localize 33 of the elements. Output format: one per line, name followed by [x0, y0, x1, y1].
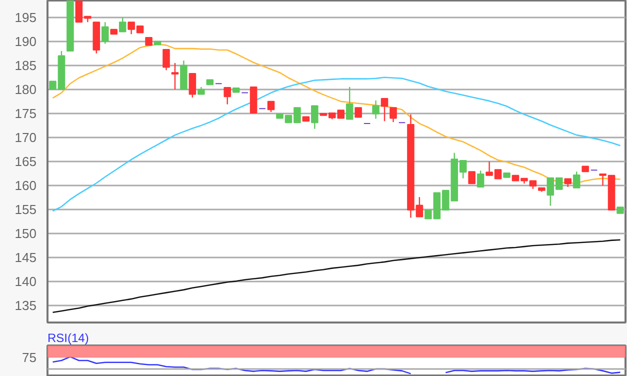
- y-tick-label: 150: [14, 226, 37, 242]
- candlestick: [476, 170, 484, 188]
- line-series: [52, 76, 621, 212]
- y-tick-label: 140: [14, 274, 37, 290]
- candlestick: [346, 86, 354, 120]
- candlestick: [311, 105, 318, 130]
- candlestick: [267, 100, 275, 113]
- y-tick-label: 155: [14, 202, 37, 218]
- candlestick: [390, 107, 397, 123]
- candlestick: [101, 22, 109, 44]
- candlestick: [468, 171, 476, 184]
- candlestick: [162, 48, 170, 71]
- y-tick-label: 175: [14, 106, 37, 121]
- candlestick: [224, 86, 232, 105]
- y-tick-label: 185: [14, 58, 37, 73]
- y-tick-label: 145: [14, 250, 37, 266]
- y-tick-label: 170: [14, 130, 37, 145]
- y-tick-label: 195: [14, 10, 37, 25]
- y-tick-label: 190: [14, 34, 37, 49]
- candlestick: [118, 16, 126, 32]
- y-tick-label: 165: [14, 154, 37, 169]
- band-label: 75: [22, 350, 37, 365]
- chart-title: RSI(14): [48, 331, 89, 345]
- y-tick-label: 160: [14, 178, 37, 194]
- candlestick: [572, 170, 580, 189]
- y-tick-label: 180: [14, 82, 37, 97]
- candlestick: [171, 62, 179, 90]
- candlestick: [372, 100, 380, 120]
- line-series: [52, 239, 621, 314]
- candlestick: [354, 107, 362, 118]
- candlestick: [188, 72, 196, 98]
- candlestick: [380, 98, 388, 122]
- y-tick-label: 135: [14, 298, 37, 314]
